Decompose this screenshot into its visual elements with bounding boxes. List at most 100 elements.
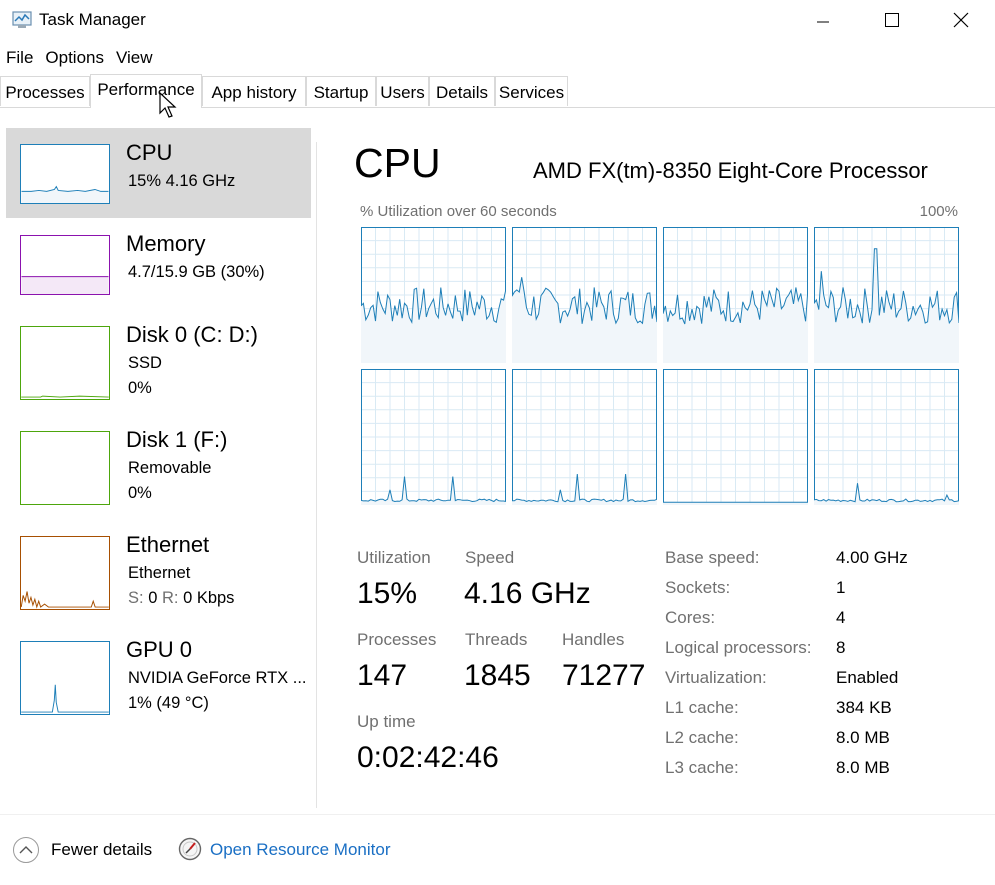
page-title: CPU bbox=[354, 140, 441, 186]
sidebar-item-disk0[interactable]: Disk 0 (C: D:) SSD 0% bbox=[6, 310, 311, 410]
title-bar: Task Manager bbox=[0, 0, 995, 42]
tab-processes[interactable]: Processes bbox=[0, 76, 90, 106]
speed-value: 4.16 GHz bbox=[464, 577, 591, 610]
info-value: 4 bbox=[836, 608, 846, 627]
sidebar-item-gpu[interactable]: GPU 0 NVIDIA GeForce RTX ... 1% (49 °C) bbox=[6, 625, 311, 725]
disk1-thumbnail-graph bbox=[20, 431, 110, 505]
info-label: L3 cache: bbox=[665, 758, 739, 777]
receive-label: R: bbox=[161, 589, 179, 607]
uptime-label: Up time bbox=[357, 712, 416, 731]
sidebar-item-cpu[interactable]: CPU 15% 4.16 GHz bbox=[6, 128, 311, 218]
tab-details[interactable]: Details bbox=[429, 76, 495, 106]
menu-file[interactable]: File bbox=[6, 48, 34, 67]
tab-performance[interactable]: Performance bbox=[90, 74, 202, 108]
processor-name: AMD FX(tm)-8350 Eight-Core Processor bbox=[533, 158, 928, 183]
handles-label: Handles bbox=[562, 630, 625, 649]
sidebar-disk0-name: Disk 0 (C: D:) bbox=[126, 322, 258, 347]
sidebar-ethernet-name: Ethernet bbox=[126, 532, 210, 557]
close-button[interactable] bbox=[926, 0, 995, 40]
info-label: Logical processors: bbox=[665, 638, 812, 657]
window-title: Task Manager bbox=[39, 10, 146, 29]
mouse-cursor-icon bbox=[159, 92, 177, 118]
info-value: Enabled bbox=[836, 668, 899, 687]
send-label: S: bbox=[128, 589, 144, 607]
open-resource-monitor-link[interactable]: Open Resource Monitor bbox=[210, 840, 391, 859]
processes-label: Processes bbox=[357, 630, 437, 649]
sidebar-cpu-name: CPU bbox=[126, 140, 173, 165]
tab-app-history[interactable]: App history bbox=[202, 76, 306, 106]
logical-processor-graph bbox=[814, 369, 959, 505]
tab-startup[interactable]: Startup bbox=[306, 76, 376, 106]
menu-view[interactable]: View bbox=[116, 48, 153, 67]
info-value: 4.00 GHz bbox=[836, 548, 908, 567]
sidebar-cpu-stats: 15% 4.16 GHz bbox=[128, 172, 236, 190]
tab-strip: Processes Performance App history Startu… bbox=[0, 74, 995, 108]
tab-services[interactable]: Services bbox=[495, 76, 568, 106]
footer-divider bbox=[0, 814, 995, 815]
fewer-details-chevron-icon[interactable] bbox=[12, 836, 40, 864]
sidebar-ethernet-throughput: S: 0 R: 0 Kbps bbox=[128, 589, 234, 608]
sidebar-ethernet-adapter: Ethernet bbox=[128, 564, 191, 582]
utilization-label: Utilization bbox=[357, 548, 431, 567]
sidebar-disk1-name: Disk 1 (F:) bbox=[126, 427, 228, 452]
sidebar-disk0-type: SSD bbox=[128, 354, 162, 372]
info-label: Sockets: bbox=[665, 578, 731, 597]
fewer-details-button[interactable]: Fewer details bbox=[51, 840, 153, 859]
graph-caption: % Utilization over 60 seconds bbox=[360, 203, 557, 220]
sidebar-divider bbox=[316, 142, 317, 808]
cpu-thumbnail-graph bbox=[20, 144, 110, 204]
utilization-value: 15% bbox=[357, 577, 418, 610]
sidebar-item-disk1[interactable]: Disk 1 (F:) Removable 0% bbox=[6, 415, 311, 515]
memory-thumbnail-graph bbox=[20, 235, 110, 295]
resource-monitor-icon bbox=[178, 837, 202, 861]
maximize-button[interactable] bbox=[857, 0, 927, 40]
tab-users[interactable]: Users bbox=[376, 76, 429, 106]
sidebar-disk1-usage: 0% bbox=[128, 484, 152, 502]
logical-processor-graph bbox=[361, 369, 506, 505]
info-label: L1 cache: bbox=[665, 698, 739, 717]
logical-processor-graph bbox=[512, 227, 657, 363]
info-value: 384 KB bbox=[836, 698, 892, 717]
disk0-thumbnail-graph bbox=[20, 326, 110, 400]
sidebar-disk1-type: Removable bbox=[128, 459, 212, 477]
receive-value: 0 Kbps bbox=[183, 589, 235, 607]
sidebar-gpu-model: NVIDIA GeForce RTX ... bbox=[128, 669, 307, 687]
handles-value: 71277 bbox=[562, 659, 646, 692]
ethernet-thumbnail-graph bbox=[20, 536, 110, 610]
maximize-icon bbox=[885, 13, 899, 27]
info-label: Virtualization: bbox=[665, 668, 767, 687]
uptime-value: 0:02:42:46 bbox=[357, 741, 499, 774]
logical-processor-graph bbox=[512, 369, 657, 505]
info-value: 1 bbox=[836, 578, 846, 597]
logical-processor-graph bbox=[663, 227, 808, 363]
threads-value: 1845 bbox=[464, 659, 531, 692]
sidebar-memory-stats: 4.7/15.9 GB (30%) bbox=[128, 263, 265, 281]
minimize-icon bbox=[817, 21, 829, 23]
sidebar-memory-name: Memory bbox=[126, 231, 206, 256]
sidebar-item-ethernet[interactable]: Ethernet Ethernet S: 0 R: 0 Kbps bbox=[6, 520, 311, 620]
info-label: L2 cache: bbox=[665, 728, 739, 747]
threads-label: Threads bbox=[465, 630, 528, 649]
info-value: 8 bbox=[836, 638, 846, 657]
send-value: 0 bbox=[148, 589, 158, 607]
processes-value: 147 bbox=[357, 659, 408, 692]
info-value: 8.0 MB bbox=[836, 758, 890, 777]
info-label: Cores: bbox=[665, 608, 716, 627]
info-label: Base speed: bbox=[665, 548, 760, 567]
logical-processor-graph bbox=[361, 227, 506, 363]
sidebar-gpu-name: GPU 0 bbox=[126, 637, 193, 662]
minimize-button[interactable] bbox=[788, 0, 858, 40]
sidebar-item-memory[interactable]: Memory 4.7/15.9 GB (30%) bbox=[6, 219, 311, 309]
sidebar-disk0-usage: 0% bbox=[128, 379, 152, 397]
logical-processor-graph bbox=[663, 369, 808, 505]
logical-processor-graph bbox=[814, 227, 959, 363]
task-manager-icon bbox=[12, 11, 32, 28]
menu-options[interactable]: Options bbox=[45, 48, 104, 67]
info-value: 8.0 MB bbox=[836, 728, 890, 747]
graph-max-label: 100% bbox=[919, 203, 958, 220]
speed-label: Speed bbox=[465, 548, 515, 567]
close-icon bbox=[953, 12, 969, 28]
sidebar-gpu-usage: 1% (49 °C) bbox=[128, 694, 209, 712]
menu-bar: File Options View bbox=[0, 44, 159, 72]
gpu-thumbnail-graph bbox=[20, 641, 110, 715]
